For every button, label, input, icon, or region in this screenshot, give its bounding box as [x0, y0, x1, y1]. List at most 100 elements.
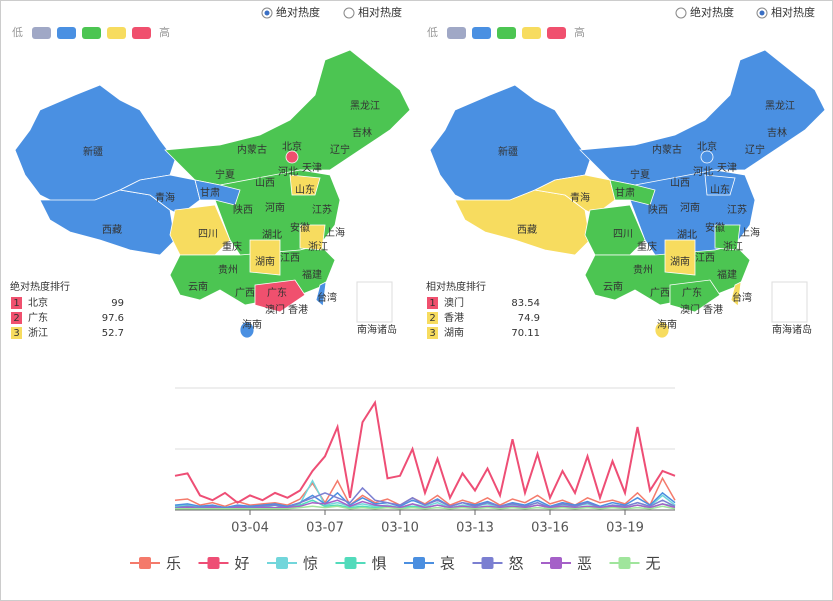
radio-label[interactable]: 相对热度: [358, 5, 402, 19]
province-label: 天津: [302, 162, 322, 174]
legend-swatch[interactable]: [472, 27, 491, 39]
rank-number: 1: [429, 298, 435, 309]
ranking-title: 绝对热度排行: [10, 280, 70, 293]
province-label: 浙江: [308, 241, 328, 253]
legend-label[interactable]: 无: [646, 555, 661, 573]
rank-value: 97.6: [102, 313, 124, 324]
radio-label[interactable]: 绝对热度: [690, 5, 734, 19]
province-label: 海南: [657, 318, 677, 331]
province-label: 黑龙江: [765, 99, 795, 112]
province-label: 香港: [288, 304, 308, 316]
legend-label[interactable]: 恶: [577, 555, 592, 573]
rank-name: 澳门: [444, 296, 464, 309]
x-tick-label: 03-16: [531, 521, 569, 536]
radio-dot: [759, 10, 765, 16]
province-label: 广东: [267, 286, 287, 299]
province-label: 广东: [682, 286, 702, 299]
legend-icon[interactable]: [413, 557, 425, 569]
legend-icon[interactable]: [481, 557, 494, 569]
series-line: [174, 486, 676, 510]
rank-number: 1: [13, 298, 19, 309]
inset-box: [356, 281, 393, 323]
province-label: 澳门: [265, 303, 285, 316]
legend-swatch[interactable]: [547, 27, 566, 39]
legend-low: 低: [12, 26, 23, 39]
province-label: 宁夏: [215, 168, 235, 181]
province-label: 湖北: [262, 229, 282, 241]
rank-value: 52.7: [102, 328, 124, 339]
province-label: 黑龙江: [350, 99, 380, 112]
province-label: 福建: [302, 268, 322, 281]
x-tick-label: 03-13: [456, 521, 494, 536]
province-label: 甘肃: [615, 186, 635, 199]
rank-name: 北京: [28, 296, 48, 309]
legend-label[interactable]: 惧: [372, 555, 387, 573]
province-label: 福建: [717, 268, 737, 281]
ranking-title: 相对热度排行: [426, 280, 486, 293]
rank-number: 3: [13, 328, 19, 339]
legend-icon[interactable]: [139, 557, 151, 569]
province-label: 香港: [703, 304, 723, 316]
legend-icon[interactable]: [207, 557, 220, 569]
legend-icon[interactable]: [276, 557, 288, 569]
radio-dot: [264, 10, 270, 16]
radio-button[interactable]: [343, 7, 355, 19]
legend-swatch[interactable]: [32, 27, 51, 39]
province-label: 新疆: [498, 145, 518, 158]
rank-name: 香港: [444, 312, 464, 324]
province-label: 台湾: [732, 291, 752, 304]
province-label: 南海诸岛: [772, 323, 812, 336]
province-label: 四川: [198, 229, 218, 240]
province-label: 重庆: [637, 240, 657, 253]
legend-label[interactable]: 哀: [440, 555, 455, 573]
x-tick-label: 03-04: [231, 521, 269, 536]
legend-swatch[interactable]: [132, 27, 151, 39]
legend-icon[interactable]: [550, 557, 562, 569]
province-label: 山西: [255, 177, 275, 189]
legend-swatch[interactable]: [107, 27, 126, 39]
radio-button[interactable]: [675, 7, 687, 19]
province-label: 陕西: [233, 203, 253, 216]
province-label: 四川: [613, 229, 633, 240]
province-label: 内蒙古: [652, 143, 682, 156]
legend-swatch[interactable]: [82, 27, 101, 39]
legend-label[interactable]: 乐: [166, 555, 181, 573]
legend-swatch[interactable]: [447, 27, 466, 39]
province-label: 云南: [603, 280, 623, 293]
series-line: [175, 505, 676, 510]
legend-swatch[interactable]: [522, 27, 541, 39]
radio-label[interactable]: 相对热度: [771, 5, 815, 19]
province-label: 北京: [282, 140, 302, 153]
province-label: 湖南: [255, 255, 275, 268]
province-label: 海南: [242, 318, 262, 331]
province-label: 宁夏: [630, 168, 650, 181]
legend-icon[interactable]: [344, 557, 357, 569]
province-label: 陕西: [648, 203, 668, 216]
rank-badge: [11, 327, 22, 339]
province-label: 湖南: [670, 255, 690, 268]
series-line: [174, 476, 676, 508]
province-label: 山西: [670, 177, 690, 189]
rank-value: 99: [111, 298, 124, 309]
legend-swatch[interactable]: [57, 27, 76, 39]
rank-value: 74.9: [518, 313, 540, 324]
province-label: 山东: [295, 183, 315, 196]
province-label: 重庆: [222, 240, 242, 253]
map-left: [14, 49, 411, 339]
legend-label[interactable]: 怒: [509, 555, 524, 573]
rank-value: 83.54: [511, 298, 540, 309]
province-label: 辽宁: [330, 143, 350, 156]
legend-label[interactable]: 好: [235, 555, 250, 573]
radio-label[interactable]: 绝对热度: [276, 5, 320, 19]
province-label: 江西: [280, 252, 300, 264]
province-label: 上海: [325, 226, 345, 239]
province-label: 贵州: [633, 263, 653, 276]
province-label: 青海: [155, 191, 175, 204]
legend-icon[interactable]: [618, 557, 631, 569]
rank-number: 2: [13, 313, 19, 324]
province-label: 台湾: [317, 291, 337, 304]
rank-name: 湖南: [444, 326, 464, 339]
legend-swatch[interactable]: [497, 27, 516, 39]
legend-label[interactable]: 惊: [303, 555, 318, 573]
province-label: 贵州: [218, 263, 238, 276]
